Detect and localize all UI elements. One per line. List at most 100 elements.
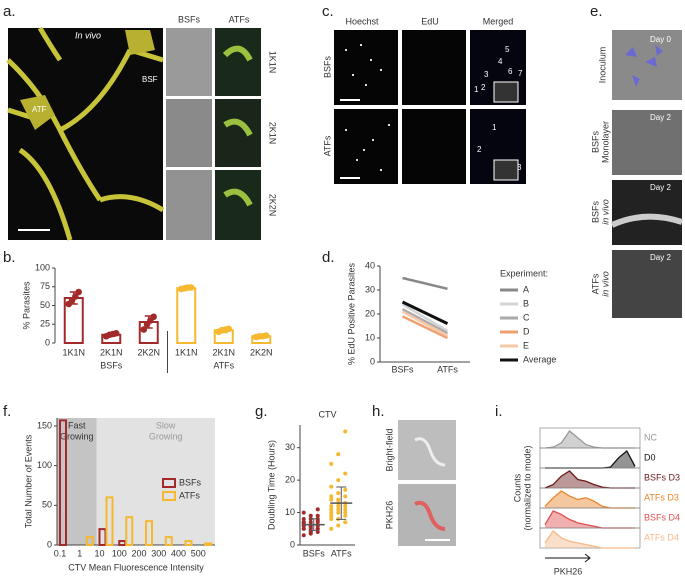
y-tick-label: 20 bbox=[365, 308, 375, 318]
nuclei bbox=[345, 44, 390, 171]
data-point bbox=[336, 452, 341, 457]
inset bbox=[493, 159, 519, 181]
micrograph bbox=[612, 250, 682, 318]
row-label: PKH26 bbox=[384, 501, 394, 530]
column-label: EdU bbox=[421, 16, 439, 26]
region-label: Fast bbox=[68, 420, 86, 430]
panel-c: Hoechst EdU Merged BSFs ATFs 5 4 6 7 3 2… bbox=[322, 16, 526, 184]
row-label: Inoculum bbox=[597, 47, 607, 84]
series-line bbox=[401, 315, 449, 340]
row-label: 2K1N bbox=[268, 122, 278, 145]
series-label: ATFs D3 bbox=[644, 492, 679, 502]
sd-bar bbox=[336, 486, 347, 520]
data-point bbox=[262, 332, 270, 339]
panel-label: c. bbox=[322, 3, 334, 20]
x-tick-label: ATFs bbox=[437, 364, 458, 374]
data-point bbox=[301, 526, 306, 531]
bar bbox=[164, 536, 173, 546]
data-point bbox=[336, 510, 341, 515]
row-label: in vivo bbox=[600, 271, 610, 297]
x-tick-label: 2K1N bbox=[212, 347, 235, 357]
cell-number: 3 bbox=[484, 70, 489, 79]
histogram-fill bbox=[545, 531, 635, 548]
y-tick-label: 100 bbox=[35, 262, 50, 272]
histogram-curve bbox=[544, 530, 635, 549]
cell-number: 1 bbox=[492, 123, 497, 132]
cell-number: 2 bbox=[481, 83, 486, 92]
series-label: NC bbox=[644, 432, 657, 442]
data-point bbox=[140, 326, 148, 333]
data-point bbox=[343, 507, 348, 512]
panel-label: g. bbox=[255, 403, 268, 420]
data-point bbox=[308, 513, 313, 518]
legend-label: ATFs bbox=[179, 490, 200, 500]
cell-number: 3 bbox=[517, 163, 522, 172]
legend-swatch bbox=[162, 478, 176, 488]
image-label: ATF bbox=[32, 105, 47, 114]
y-tick-label: 0 bbox=[290, 539, 295, 549]
micrograph bbox=[402, 30, 466, 105]
legend-label: Average bbox=[523, 354, 556, 364]
data-point bbox=[343, 471, 348, 476]
row-frame bbox=[539, 427, 641, 449]
panel-label: e. bbox=[590, 3, 603, 20]
legend-label: C bbox=[523, 312, 530, 322]
legend-label: E bbox=[523, 340, 529, 350]
data-point bbox=[225, 325, 232, 333]
row-label: in vivo bbox=[600, 199, 610, 225]
series-line bbox=[401, 300, 449, 325]
data-point bbox=[150, 313, 157, 321]
chart-title: CTV bbox=[319, 409, 337, 419]
y-axis-label: % Parasites bbox=[21, 281, 31, 330]
y-tick-label: 50 bbox=[40, 300, 50, 310]
x-axis-label: PKH26 bbox=[554, 566, 583, 576]
cell-number: 7 bbox=[518, 69, 523, 78]
histogram-fill bbox=[545, 451, 635, 468]
region bbox=[57, 418, 97, 545]
y-tick-label: 0 bbox=[370, 356, 375, 366]
data-point bbox=[336, 497, 341, 502]
column-label: Hoechst bbox=[345, 16, 379, 26]
y-tick-label: 100 bbox=[37, 460, 52, 470]
micrograph bbox=[334, 30, 398, 105]
y-axis-label: Counts bbox=[512, 473, 522, 502]
row-label: Monolayer bbox=[600, 121, 610, 163]
series-label: ATFs D4 bbox=[644, 532, 679, 542]
data-point bbox=[329, 504, 334, 509]
x-tick-label: 200 bbox=[131, 548, 146, 558]
histogram-fill bbox=[545, 471, 635, 488]
data-point bbox=[329, 497, 334, 502]
y-tick-label: 150 bbox=[37, 420, 52, 430]
data-point bbox=[343, 429, 348, 434]
group-label: BSFs bbox=[100, 360, 123, 370]
series-line bbox=[401, 303, 449, 332]
y-axis-label: % EdU Positive Parasites bbox=[346, 262, 356, 365]
data-point bbox=[336, 507, 341, 512]
y-tick-label: 75 bbox=[40, 281, 50, 291]
data-point bbox=[336, 504, 341, 509]
micrograph bbox=[166, 170, 212, 240]
region-label: Growing bbox=[149, 431, 183, 441]
row-label: BSFs bbox=[322, 56, 332, 79]
day-label: Day 2 bbox=[650, 113, 671, 122]
cell bbox=[414, 437, 446, 467]
data-point bbox=[112, 329, 120, 337]
data-point bbox=[329, 494, 334, 499]
legend-label: BSFs bbox=[179, 477, 202, 487]
series-line bbox=[401, 308, 449, 335]
x-tick-label: BSFs bbox=[391, 364, 414, 374]
cell-number: 5 bbox=[505, 45, 510, 54]
vessel bbox=[610, 213, 683, 228]
x-tick-label: 2K2N bbox=[250, 347, 273, 357]
region-label: Slow bbox=[156, 420, 176, 430]
micrograph bbox=[612, 180, 682, 245]
series-line bbox=[402, 276, 448, 291]
bar bbox=[59, 419, 67, 547]
y-tick-label: 40 bbox=[365, 260, 375, 270]
inset bbox=[493, 81, 519, 103]
bar bbox=[105, 496, 114, 546]
x-arrow bbox=[545, 553, 591, 563]
row-frame bbox=[539, 527, 641, 549]
y-tick-label: 10 bbox=[285, 507, 295, 517]
day-label: Day 0 bbox=[650, 35, 671, 44]
